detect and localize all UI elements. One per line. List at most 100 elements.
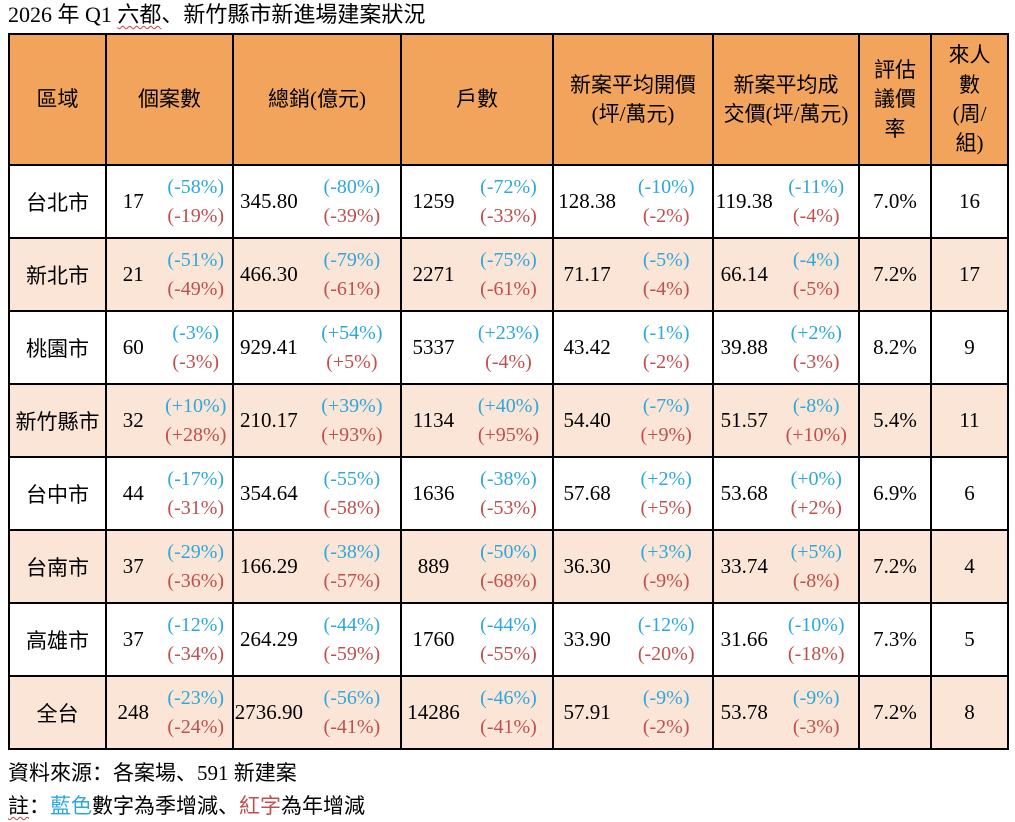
avg-deal-price-yoy: (+10%): [785, 424, 847, 447]
case-count-value: 248: [117, 700, 150, 725]
avg-asking-price-value: 43.42: [563, 335, 611, 360]
avg-deal-price-cell: 119.38 (-11%) (-4%): [712, 164, 860, 240]
case-count-qoq: (-23%): [167, 687, 225, 710]
avg-asking-price-value: 57.68: [563, 481, 611, 506]
avg-deal-price-qoq: (-11%): [788, 176, 845, 199]
avg-deal-price-yoy: (-5%): [792, 278, 840, 301]
avg-deal-price-cell: 51.57 (-8%) (+10%): [712, 383, 860, 459]
total-sales-cell: 166.29 (-38%) (-57%): [232, 529, 402, 605]
avg-deal-price-cell: 53.78 (-9%) (-3%): [712, 675, 860, 751]
case-count-value: 44: [122, 481, 144, 506]
negotiation-rate-cell: 7.3%: [858, 602, 932, 678]
case-count-cell: 60 (-3%) (-3%): [105, 310, 234, 386]
avg-deal-price-yoy: (-4%): [792, 205, 840, 228]
avg-asking-price-qoq: (+3%): [640, 541, 692, 564]
header-negotiation-rate: 評估 議價 率: [858, 33, 932, 167]
unit-count-value: 889: [417, 554, 450, 579]
avg-deal-price-cell: 31.66 (-10%) (-18%): [712, 602, 860, 678]
case-count-qoq: (-12%): [167, 614, 225, 637]
avg-deal-price-qoq: (+0%): [790, 468, 842, 491]
unit-count-qoq: (-75%): [480, 249, 537, 272]
case-count-value: 21: [122, 262, 144, 287]
avg-deal-price-yoy: (-18%): [787, 643, 845, 666]
case-count-qoq: (-17%): [167, 468, 225, 491]
avg-asking-price-cell: 36.30 (+3%) (-9%): [552, 529, 714, 605]
avg-deal-price-value: 31.66: [720, 627, 768, 652]
table-row: 全台 248 (-23%) (-24%) 2736.90 (-56%) (-41…: [8, 675, 1009, 751]
avg-asking-price-cell: 43.42 (-1%) (-2%): [552, 310, 714, 386]
avg-deal-price-qoq: (-4%): [792, 249, 840, 272]
avg-deal-price-qoq: (-10%): [787, 614, 845, 637]
case-count-cell: 37 (-29%) (-36%): [105, 529, 234, 605]
total-sales-cell: 354.64 (-55%) (-58%): [232, 456, 402, 532]
total-sales-value: 2736.90: [234, 700, 303, 725]
negotiation-rate-cell: 7.0%: [858, 164, 932, 240]
avg-deal-price-value: 66.14: [720, 262, 768, 287]
unit-count-cell: 889 (-50%) (-68%): [400, 529, 554, 605]
avg-asking-price-yoy: (-2%): [642, 716, 690, 739]
case-count-cell: 37 (-12%) (-34%): [105, 602, 234, 678]
case-count-value: 60: [122, 335, 144, 360]
case-count-value: 17: [122, 189, 144, 214]
negotiation-rate-cell: 7.2%: [858, 675, 932, 751]
total-sales-cell: 345.80 (-80%) (-39%): [232, 164, 402, 240]
data-source-note: 資料來源：各案場、591 新建案: [8, 761, 297, 786]
total-sales-value: 929.41: [239, 335, 298, 360]
title-prefix: 2026 年 Q1: [8, 2, 118, 27]
case-count-yoy: (+28%): [165, 424, 227, 447]
visitor-count-cell: 9: [930, 310, 1009, 386]
avg-deal-price-value: 119.38: [715, 189, 773, 214]
footer: 資料來源：各案場、591 新建案 註：藍色數字為季增減、紅字為年增減: [8, 757, 1007, 822]
table-row: 台中市 44 (-17%) (-31%) 354.64 (-55%) (-58%…: [8, 456, 1009, 532]
legend-note-mid: 數字為季增減、: [92, 793, 239, 818]
total-sales-qoq: (-55%): [323, 468, 381, 491]
unit-count-qoq: (-38%): [480, 468, 537, 491]
header-unit-count: 戶數: [400, 33, 554, 167]
unit-count-cell: 2271 (-75%) (-61%): [400, 237, 554, 313]
legend-note-suffix: 為年增減: [281, 793, 365, 818]
total-sales-value: 264.29: [239, 627, 298, 652]
unit-count-value: 1134: [412, 408, 455, 433]
unit-count-cell: 1259 (-72%) (-33%): [400, 164, 554, 240]
region-cell: 新竹縣市: [8, 383, 107, 459]
unit-count-qoq: (+40%): [477, 395, 540, 418]
avg-asking-price-yoy: (-20%): [637, 643, 695, 666]
unit-count-yoy: (-68%): [480, 570, 537, 593]
avg-deal-price-yoy: (+2%): [790, 497, 842, 520]
unit-count-cell: 1760 (-44%) (-55%): [400, 602, 554, 678]
unit-count-qoq: (-46%): [480, 687, 537, 710]
avg-asking-price-value: 54.40: [563, 408, 611, 433]
avg-deal-price-qoq: (-8%): [792, 395, 840, 418]
case-count-yoy: (-31%): [167, 497, 225, 520]
unit-count-yoy: (-33%): [480, 205, 537, 228]
avg-asking-price-yoy: (+9%): [640, 424, 692, 447]
total-sales-cell: 929.41 (+54%) (+5%): [232, 310, 402, 386]
unit-count-value: 1760: [412, 627, 455, 652]
total-sales-cell: 264.29 (-44%) (-59%): [232, 602, 402, 678]
table-header: 區域 個案數 總銷(億元) 戶數 新案平均開價 (坪/萬元) 新案平均成 交價(…: [8, 33, 1009, 167]
avg-deal-price-value: 53.68: [720, 481, 768, 506]
avg-asking-price-cell: 57.91 (-9%) (-2%): [552, 675, 714, 751]
legend-red-label: 紅字: [239, 793, 281, 818]
total-sales-yoy: (-39%): [323, 205, 381, 228]
avg-asking-price-qoq: (-5%): [642, 249, 690, 272]
negotiation-rate-cell: 7.2%: [858, 237, 932, 313]
visitor-count-cell: 17: [930, 237, 1009, 313]
negotiation-rate-cell: 6.9%: [858, 456, 932, 532]
total-sales-qoq: (+54%): [321, 322, 383, 345]
total-sales-cell: 2736.90 (-56%) (-41%): [232, 675, 402, 751]
avg-deal-price-cell: 53.68 (+0%) (+2%): [712, 456, 860, 532]
total-sales-yoy: (-59%): [323, 643, 381, 666]
avg-deal-price-yoy: (-3%): [792, 716, 840, 739]
avg-asking-price-cell: 33.90 (-12%) (-20%): [552, 602, 714, 678]
avg-asking-price-value: 128.38: [558, 189, 617, 214]
negotiation-rate-cell: 7.2%: [858, 529, 932, 605]
unit-count-value: 1259: [412, 189, 455, 214]
unit-count-yoy: (-53%): [480, 497, 537, 520]
total-sales-value: 166.29: [239, 554, 298, 579]
total-sales-qoq: (-56%): [323, 687, 381, 710]
total-sales-yoy: (+5%): [326, 351, 378, 374]
avg-deal-price-qoq: (-9%): [792, 687, 840, 710]
visitor-count-cell: 5: [930, 602, 1009, 678]
